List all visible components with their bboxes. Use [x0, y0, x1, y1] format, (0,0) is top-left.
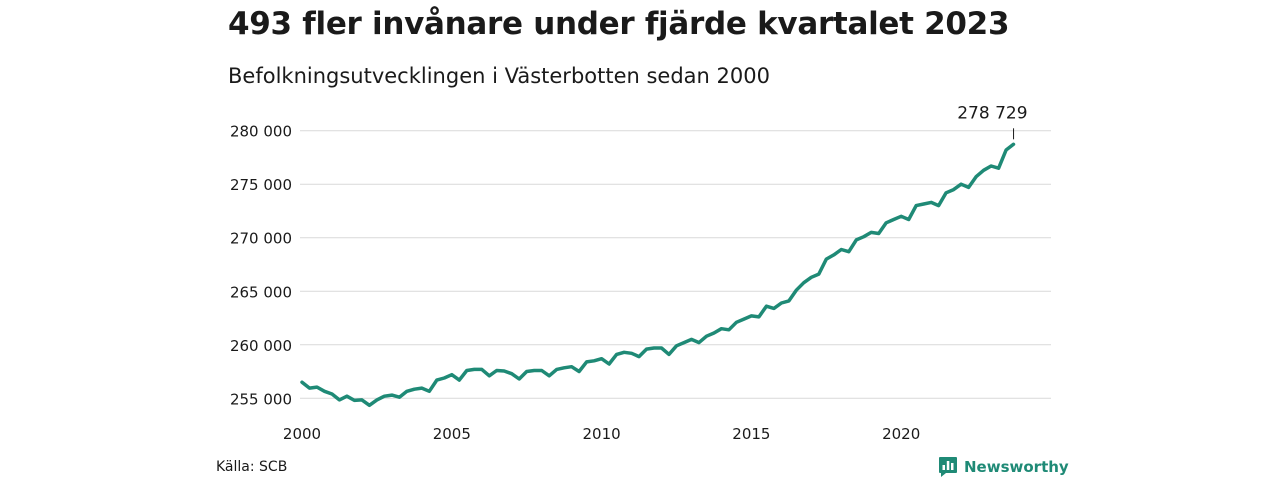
y-tick-label: 265 000	[230, 283, 292, 301]
x-tick-label: 2020	[882, 425, 920, 443]
brand-name: Newsworthy	[964, 458, 1069, 476]
y-tick-label: 280 000	[230, 123, 292, 141]
series-line-population	[300, 142, 1016, 408]
x-tick-label: 2010	[583, 425, 621, 443]
x-tick-label: 2015	[732, 425, 770, 443]
y-axis-ticks: 255 000 260 000 265 000 270 000 275 000 280 0…	[230, 123, 292, 409]
chart-subtitle: Befolkningsutvecklingen i Västerbotten s…	[228, 64, 770, 88]
x-axis-ticks: 2000 2005 2010 2015 2020	[283, 425, 920, 443]
bar-chart-bubble-icon	[939, 457, 957, 477]
last-value-annotation: 278 729	[957, 103, 1028, 140]
brand-logo: Newsworthy	[938, 456, 1069, 478]
y-tick-label: 260 000	[230, 337, 292, 355]
y-tick-label: 255 000	[230, 390, 292, 408]
x-tick-label: 2000	[283, 425, 321, 443]
y-tick-label: 275 000	[230, 176, 292, 194]
chart-title: 493 fler invånare under fjärde kvartalet…	[228, 6, 1010, 42]
annotation-label: 278 729	[957, 103, 1027, 123]
grid-lines	[300, 130, 1051, 399]
source-note: Källa: SCB	[216, 459, 288, 475]
y-tick-label: 270 000	[230, 230, 292, 248]
x-tick-label: 2005	[433, 425, 471, 443]
